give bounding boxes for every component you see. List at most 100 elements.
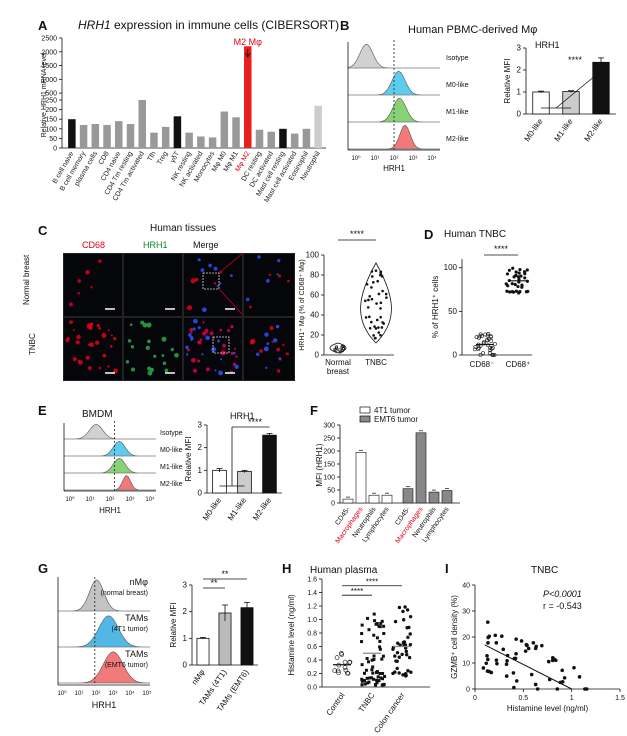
g-hist-label-3: (4T1 tumor) (111, 626, 148, 633)
cell-dot (256, 352, 260, 356)
bar-category-0: M0-like (201, 496, 223, 523)
legend-swatch-emt6 (359, 415, 371, 423)
cell-dot (213, 266, 218, 271)
panel-e-title: BMDM (82, 409, 113, 420)
cell-dot (164, 368, 169, 373)
cell-dot (264, 332, 269, 337)
sig-stars-1: ** (210, 578, 218, 588)
h-point-colon (393, 654, 397, 658)
d-point-cd68neg (481, 351, 485, 355)
h-point-tnbc (365, 676, 369, 680)
i-point (484, 661, 489, 666)
cell-dot (282, 343, 285, 346)
h-point-tnbc (367, 628, 371, 632)
d-point-cd68pos (517, 277, 521, 281)
violin-y-tick-label: 20 (310, 331, 319, 340)
panel-b-chart: Isotype M0-like M1-like M2-like 10⁰ 10¹ 10² 10³… (347, 40, 616, 173)
violin-point-tnbc (379, 315, 383, 319)
h-point-tnbc (379, 676, 383, 680)
i-point (529, 672, 534, 677)
panel-a: A HRH1 expression in immune cells (CIBER… (0, 0, 339, 205)
h-point-tnbc (378, 647, 382, 651)
f-bar-1-1 (415, 432, 427, 504)
h-point-colon (395, 650, 400, 655)
f-bar-0-0 (342, 498, 354, 504)
f-y-tick-label: 50 (327, 488, 335, 495)
sig-stars: **** (350, 229, 365, 239)
y-tick-label: 2000 (41, 49, 57, 56)
cell-dot (268, 273, 272, 277)
bar-2 (91, 124, 100, 148)
e-hist-label-0: Isotype (160, 430, 183, 437)
violin-point-tnbc (370, 297, 374, 301)
h-point-tnbc (368, 676, 372, 680)
cell-dot (85, 270, 90, 275)
i-point (562, 676, 567, 680)
d-point-cd68pos (514, 270, 518, 274)
cell-dot (113, 336, 117, 341)
e-hist-x-tick-0: 10⁰ (65, 496, 75, 503)
i-y-tick-label: 40 (462, 583, 470, 590)
h-point-tnbc (374, 683, 378, 687)
mfi-bar-0 (532, 91, 550, 115)
violin-point-tnbc (373, 325, 376, 328)
h-point-tnbc (371, 665, 375, 669)
cell-dot (193, 318, 198, 324)
cell-dot (107, 365, 110, 368)
bar-3 (103, 124, 111, 148)
cell-dot (222, 343, 226, 348)
i-point (481, 666, 486, 670)
cell-dot (90, 286, 93, 289)
violin-point-tnbc (379, 301, 383, 305)
micro-normal-zoom (243, 253, 295, 317)
cell-dot (147, 339, 151, 344)
h-y-tick-label: 0.0 (307, 685, 317, 692)
bar-y-axis-label: Relative MFI (184, 437, 193, 482)
cell-dot (200, 268, 205, 272)
violin-point-normal (333, 347, 337, 352)
cell-dot (76, 334, 81, 340)
cell-dot (129, 323, 133, 326)
violin-point-tnbc (379, 307, 382, 310)
cell-dot (98, 326, 101, 330)
cell-dot (235, 355, 238, 358)
i-point (550, 655, 555, 660)
cell-dot (188, 333, 192, 337)
mfi-bar-2 (240, 607, 254, 666)
panel-f-chart: 0 50 100 150 200 250 300 MFI (HRH1) 4T1 tumorEMT… (315, 406, 460, 545)
d-point-cd68pos (505, 289, 509, 293)
panel-d: D Human TNBC 0 50 100 % of HRH1⁺ cells **** C… (410, 215, 627, 385)
violin-point-tnbc (380, 275, 384, 278)
panel-c-micrographs (65, 252, 290, 376)
g-hist-label-0: nMφ (130, 577, 149, 587)
col-label-hrh1: HRH1 (143, 240, 168, 250)
cell-dot (276, 369, 281, 373)
h-point-control (342, 659, 348, 665)
i-x-tick-label: 1 (570, 695, 574, 702)
f-y-tick-label: 300 (323, 423, 335, 430)
i-stat-r: r = -0.543 (543, 601, 582, 611)
cell-dot (77, 292, 81, 295)
annotation-m2: M2 Mφ (234, 37, 263, 47)
h-point-tnbc (378, 645, 382, 649)
bar-y-tick-label: 2 (198, 443, 203, 452)
violin-point-tnbc (375, 318, 379, 322)
cell-dot (211, 347, 217, 353)
i-point (572, 665, 576, 670)
cell-dot (192, 327, 196, 331)
g-hist-x-tick-3: 10³ (109, 691, 118, 697)
cell-dot (102, 353, 107, 358)
h-point-colon (401, 609, 405, 614)
d-cat-0: CD68⁻ (470, 360, 495, 369)
violin-point-normal (341, 344, 345, 348)
sig-stars: **** (494, 244, 509, 254)
h-point-tnbc (382, 682, 386, 686)
d-point-cd68neg (492, 353, 497, 357)
e-hist-2 (64, 457, 156, 474)
h-point-colon (406, 669, 410, 673)
e-hist-x-tick-2: 10² (106, 497, 115, 503)
violin-point-tnbc (385, 296, 388, 299)
bar-y-tick-label: 1 (517, 88, 522, 97)
h-point-colon (393, 670, 397, 674)
i-point (533, 682, 538, 687)
